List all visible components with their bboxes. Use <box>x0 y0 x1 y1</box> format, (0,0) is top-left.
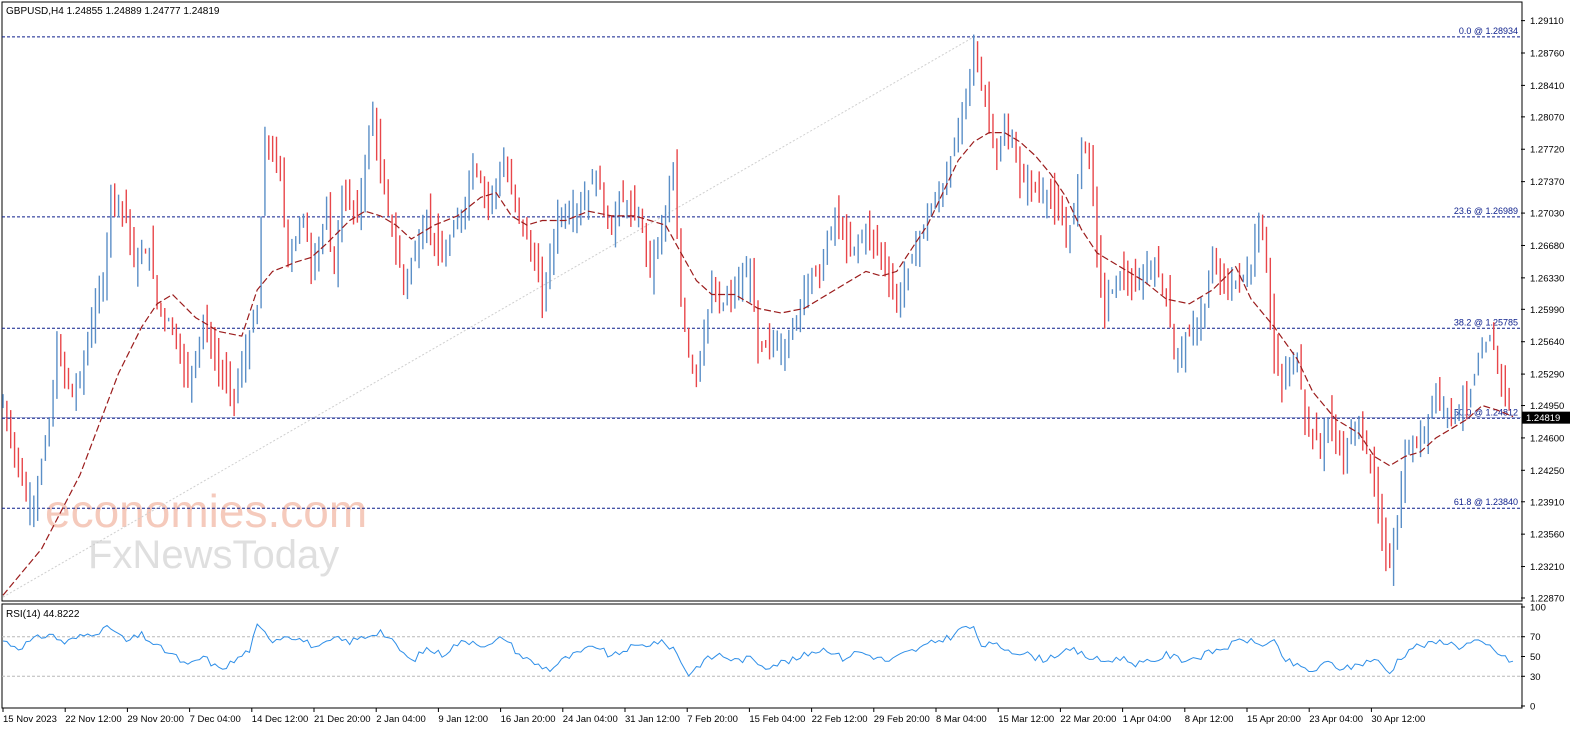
moving-average-line <box>2 132 1514 596</box>
y-tick-label: 1.28070 <box>1530 112 1564 123</box>
x-tick-label: 1 Apr 04:00 <box>1123 714 1172 725</box>
x-tick-label: 23 Apr 04:00 <box>1309 714 1363 725</box>
y-tick-label: 1.26330 <box>1530 273 1564 284</box>
main-pane-border <box>1 1 1523 602</box>
watermark-economies: economies.com <box>45 485 367 537</box>
watermark-fxnewstoday: FxNewsToday <box>88 533 339 577</box>
x-tick-label: 15 Apr 20:00 <box>1247 714 1301 725</box>
x-tick-label: 22 Nov 12:00 <box>65 714 122 725</box>
main-pane: 1.29110 1.28760 1.28410 1.28070 1.27720 1.273… <box>2 16 1570 725</box>
x-tick-label: 14 Dec 12:00 <box>252 714 309 725</box>
x-tick-label: 8 Mar 04:00 <box>936 714 987 725</box>
rsi-pane-border <box>1 603 1523 709</box>
chart-title: GBPUSD,H4 1.24855 1.24889 1.24777 1.2481… <box>6 6 220 17</box>
fib-level-label: 23.6 @ 1.26989 <box>1454 206 1518 216</box>
x-tick-label: 22 Feb 12:00 <box>812 714 868 725</box>
fib-swing-line <box>2 36 974 598</box>
y-tick-label: 1.28760 <box>1530 49 1564 60</box>
y-tick-label: 1.24950 <box>1530 401 1564 412</box>
x-tick-label: 31 Jan 12:00 <box>625 714 680 725</box>
y-tick-label: 1.25290 <box>1530 370 1564 381</box>
y-tick-label: 1.27720 <box>1530 145 1564 156</box>
rsi-tick-label: 0 <box>1530 702 1535 713</box>
fib-level-label: 0.0 @ 1.28934 <box>1459 26 1518 36</box>
rsi-line <box>2 623 1514 677</box>
x-tick-label: 2 Jan 04:00 <box>376 714 426 725</box>
x-tick-label: 8 Apr 12:00 <box>1185 714 1234 725</box>
rsi-tick-label: 70 <box>1530 632 1541 643</box>
x-tick-label: 7 Dec 04:00 <box>190 714 241 725</box>
rsi-tick-label: 30 <box>1530 672 1541 683</box>
rsi-pane: 100 70 50 30 0 <box>2 603 1546 713</box>
x-tick-label: 30 Apr 12:00 <box>1371 714 1425 725</box>
y-tick-label: 1.26680 <box>1530 241 1564 252</box>
x-tick-label: 15 Nov 2023 <box>3 714 57 725</box>
y-tick-label: 1.27030 <box>1530 209 1564 220</box>
x-tick-label: 16 Jan 20:00 <box>501 714 556 725</box>
fib-level-label: 50.0 @ 1.24812 <box>1454 407 1518 417</box>
current-price-tag <box>1522 411 1570 424</box>
current-price-label: 1.24819 <box>1526 413 1560 424</box>
y-tick-label: 1.25990 <box>1530 305 1564 316</box>
y-tick-label: 1.23910 <box>1530 497 1564 508</box>
y-tick-label: 1.24600 <box>1530 433 1564 444</box>
x-tick-label: 24 Jan 04:00 <box>563 714 618 725</box>
x-tick-label: 7 Feb 20:00 <box>687 714 738 725</box>
rsi-title: RSI(14) 44.8222 <box>6 609 80 620</box>
x-tick-label: 15 Mar 12:00 <box>998 714 1054 725</box>
x-tick-label: 21 Dec 20:00 <box>314 714 371 725</box>
x-tick-label: 9 Jan 12:00 <box>438 714 488 725</box>
y-tick-label: 1.23560 <box>1530 530 1564 541</box>
y-tick-label: 1.28410 <box>1530 81 1564 92</box>
x-tick-label: 15 Feb 04:00 <box>749 714 805 725</box>
y-tick-label: 1.29110 <box>1530 16 1564 27</box>
rsi-tick-label: 50 <box>1530 652 1541 663</box>
x-tick-label: 29 Feb 20:00 <box>874 714 930 725</box>
y-tick-label: 1.22870 <box>1530 594 1564 605</box>
y-tick-label: 1.27370 <box>1530 177 1564 188</box>
x-tick-label: 29 Nov 20:00 <box>127 714 184 725</box>
fib-level-label: 38.2 @ 1.25785 <box>1454 317 1518 327</box>
y-tick-label: 1.25640 <box>1530 337 1564 348</box>
fib-level-label: 61.8 @ 1.23840 <box>1454 497 1518 507</box>
x-tick-label: 22 Mar 20:00 <box>1060 714 1116 725</box>
y-tick-label: 1.24250 <box>1530 466 1564 477</box>
y-tick-label: 1.23210 <box>1530 562 1564 573</box>
rsi-tick-label: 100 <box>1530 603 1546 614</box>
